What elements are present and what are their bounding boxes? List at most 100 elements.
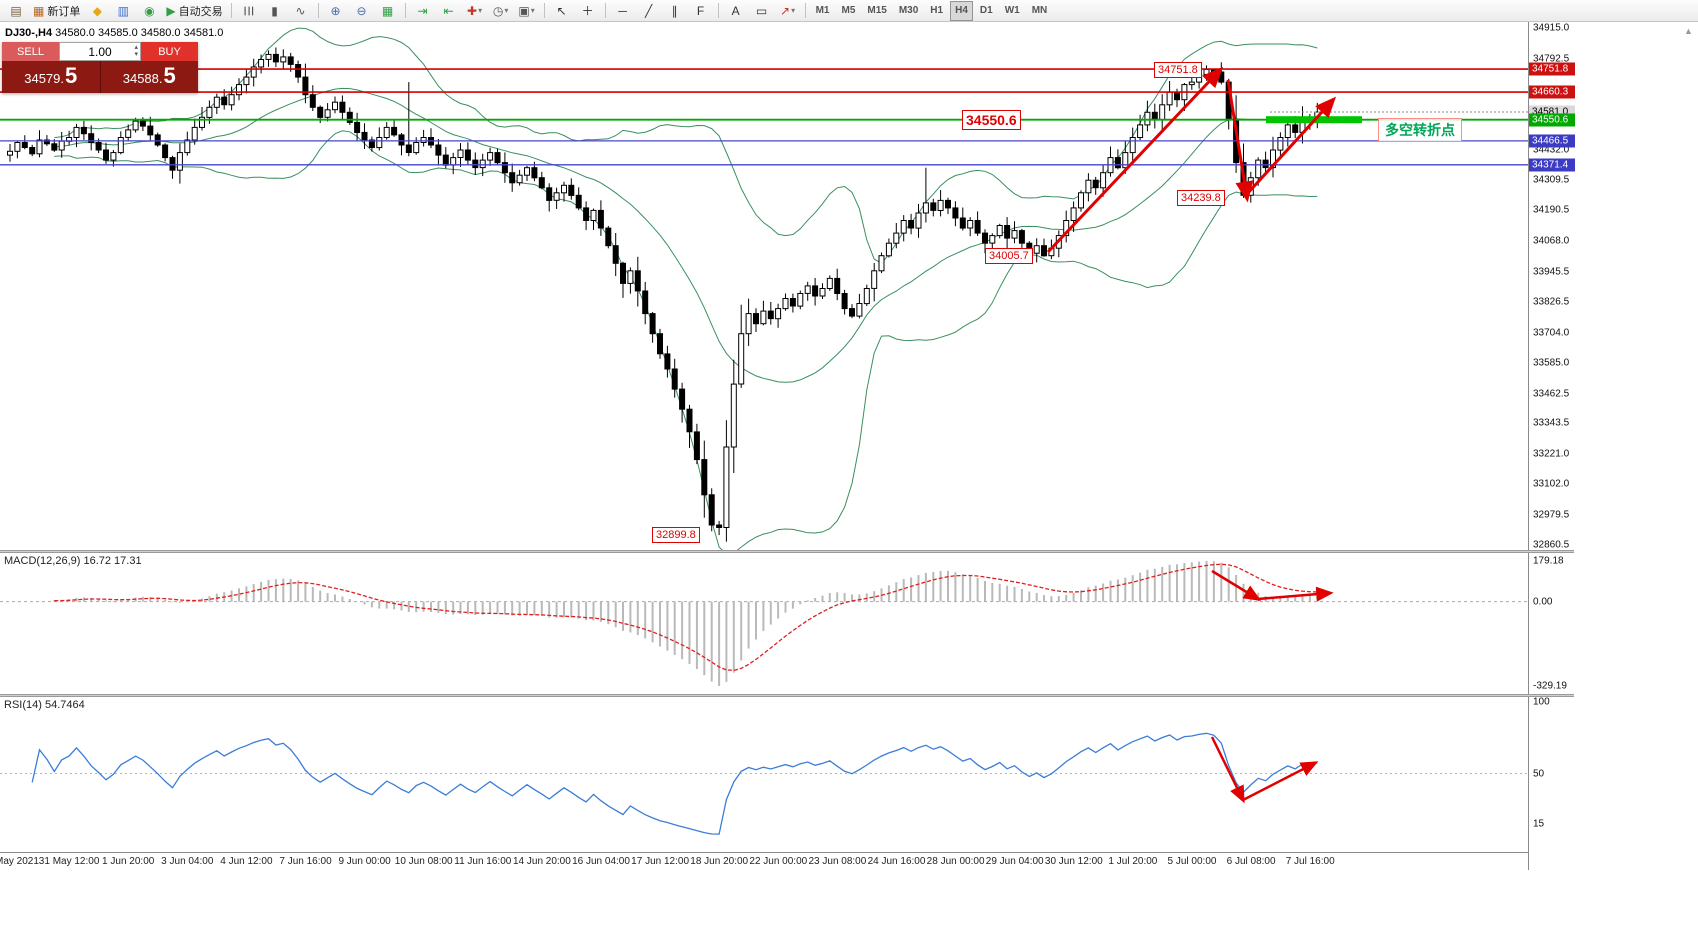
tile-windows-icon: ▦ [381,3,394,18]
text-tool-button[interactable]: A [724,1,748,21]
line-chart-mode-button[interactable]: ∿ [289,1,313,21]
time-tick-label: 1 Jun 20:00 [102,856,155,867]
timeframe-mn-button[interactable]: MN [1031,5,1048,16]
cursor-tool-icon: ↖ [556,3,567,18]
mql5-community-button[interactable]: ◆ [85,1,109,21]
time-tick-label: 4 Jun 12:00 [220,856,273,867]
sell-button[interactable]: SELL [2,42,59,61]
time-tick-label: 30 Jun 12:00 [1044,856,1103,867]
turning-point-label[interactable]: 多空转折点 [1378,118,1462,142]
trendline-tool-button[interactable]: ╱ [637,1,661,21]
toolbar-separator [404,3,406,18]
crosshair-tool-icon: ＋ [581,4,594,18]
bar-chart-mode-icon: ☰ [241,5,256,16]
chevron-down-icon[interactable]: ▾ [504,6,509,15]
new-chart-button[interactable]: ▤ [4,1,28,21]
channel-tool-button[interactable]: ∥ [663,1,687,21]
buy-button[interactable]: BUY [141,42,198,61]
zoom-in-button[interactable]: ⊕ [324,1,348,21]
data-window-button[interactable]: ◉ [137,1,161,21]
time-tick-label: 7 Jun 16:00 [279,856,332,867]
timeframe-w1-button[interactable]: W1 [1004,5,1020,16]
macd-canvas[interactable] [0,553,1528,694]
templates-icon: ▣ [518,3,530,18]
tile-windows-button[interactable]: ▦ [376,1,400,21]
main-chart-panel[interactable]: DJ30-,H4 34580.0 34585.0 34580.0 34581.0… [0,22,1528,550]
timeframe-m5-button[interactable]: M5 [841,5,856,16]
time-tick-label: 17 Jun 12:00 [631,856,690,867]
cursor-tool-button[interactable]: ↖ [550,1,574,21]
price-level-badge: 34466.5 [1529,134,1575,148]
text-label-tool-button[interactable]: ▭ [750,1,774,21]
candlestick-mode-button[interactable]: ▮ [263,1,287,21]
price-chart-canvas[interactable] [0,22,1528,550]
new-chart-icon: ▤ [10,3,22,18]
price-tick: 34915.0 [1533,22,1570,34]
zoom-out-button[interactable]: ⊖ [350,1,374,21]
volume-spinner[interactable]: ▴ ▾ [134,44,138,58]
time-tick-label: 7 Jul 16:00 [1285,856,1335,867]
volume-input[interactable]: 1.00 ▴ ▾ [59,42,141,61]
new-order-button[interactable]: ▦ 新订单 [30,1,83,21]
price-annotation[interactable]: 34550.6 [962,110,1021,130]
data-window-icon: ◉ [144,3,155,18]
arrows-tool-button[interactable]: ↗ ▾ [776,1,800,21]
rsi-canvas[interactable] [0,697,1528,852]
price-tick: 34432.0 [1533,144,1570,156]
time-tick-label: 23 Jun 08:00 [808,856,867,867]
text-label-tool-icon: ▭ [755,3,768,18]
crosshair-tool-button[interactable]: ＋ [576,1,600,21]
fibonacci-tool-button[interactable]: F [689,1,713,21]
time-tick-label: 16 Jun 04:00 [572,856,630,867]
toolbar-separator [230,3,232,18]
chevron-down-icon[interactable]: ▾ [791,6,796,15]
auto-scroll-button[interactable]: ⇥ [411,1,435,21]
auto-scroll-icon: ⇥ [417,3,428,18]
indicators-button[interactable]: ✚ ▾ [463,1,487,21]
panel-splitter[interactable] [0,694,1574,697]
chevron-down-icon[interactable]: ▾ [530,6,535,15]
rsi-panel[interactable]: RSI(14) 54.7464 [0,697,1528,852]
price-annotation[interactable]: 34239.8 [1177,190,1225,206]
price-tick: 34068.0 [1533,235,1570,247]
timeframe-h4-button[interactable]: H4 [950,0,973,21]
price-annotation[interactable]: 32899.8 [652,527,700,543]
chart-shift-button[interactable]: ⇤ [437,1,461,21]
chevron-down-icon[interactable]: ▾ [478,6,483,15]
market-watch-button[interactable]: ▥ [111,1,135,21]
panel-splitter[interactable] [0,550,1574,553]
macd-panel[interactable]: MACD(12,26,9) 16.72 17.31 [0,553,1528,694]
macd-axis-label: -329.19 [1533,680,1567,692]
symbol-label: DJ30-,H4 [5,27,53,39]
time-tick-label: 31 May 12:00 [38,856,100,867]
bar-chart-mode-button[interactable]: ☰ [237,1,261,21]
timeframe-m15-button[interactable]: M15 [867,5,887,16]
sell-price-button[interactable]: 34579. 5 [2,61,100,93]
price-annotation[interactable]: 34751.8 [1154,62,1202,78]
auto-trading-button[interactable]: ▶ 自动交易 [163,1,225,21]
auto-trading-button-label: 自动交易 [178,5,223,18]
sell-price-pip: 5 [65,63,78,88]
zoom-out-icon: ⊖ [356,3,367,18]
price-annotation[interactable]: 34005.7 [985,248,1033,264]
market-watch-icon: ▥ [117,3,130,18]
templates-button[interactable]: ▣ ▾ [515,1,539,21]
price-tick: 33585.0 [1533,357,1570,369]
horizontal-line-tool-button[interactable]: ─ [611,1,635,21]
timeframe-m30-button[interactable]: M30 [898,5,919,16]
timeframe-h1-button[interactable]: H1 [930,5,944,16]
price-axis[interactable]: 34915.0 34792.5 34432.0 34309.5 34190.5 34068… [1528,22,1575,870]
candlestick-mode-icon: ▮ [271,3,278,18]
zoom-in-icon: ⊕ [330,3,341,18]
ohlc-values: 34580.0 34585.0 34580.0 34581.0 [55,27,224,39]
periods-menu-button[interactable]: ◷ ▾ [489,1,513,21]
rsi-axis-label: 50 [1533,768,1545,779]
time-tick-label: 18 Jun 20:00 [690,856,749,867]
timeframe-d1-button[interactable]: D1 [979,5,993,16]
toolbar-separator [717,3,719,18]
timeframe-m1-button[interactable]: M1 [815,5,830,16]
scroll-up-icon[interactable]: ▲ [1684,26,1693,36]
toolbar: ▤ ▦ 新订单 ◆ ▥ ◉ ▶ 自动交易 ☰ ▮ ∿ ⊕ ⊖ ▦ ⇥ ⇤ ✚ ▾ ◷ ▾ ▣ ▾ ↖ ＋ ─ ╱ ∥ F A ▭ ↗ ▾ M1 M… [0,0,1698,22]
buy-price-button[interactable]: 34588. 5 [99,61,198,93]
